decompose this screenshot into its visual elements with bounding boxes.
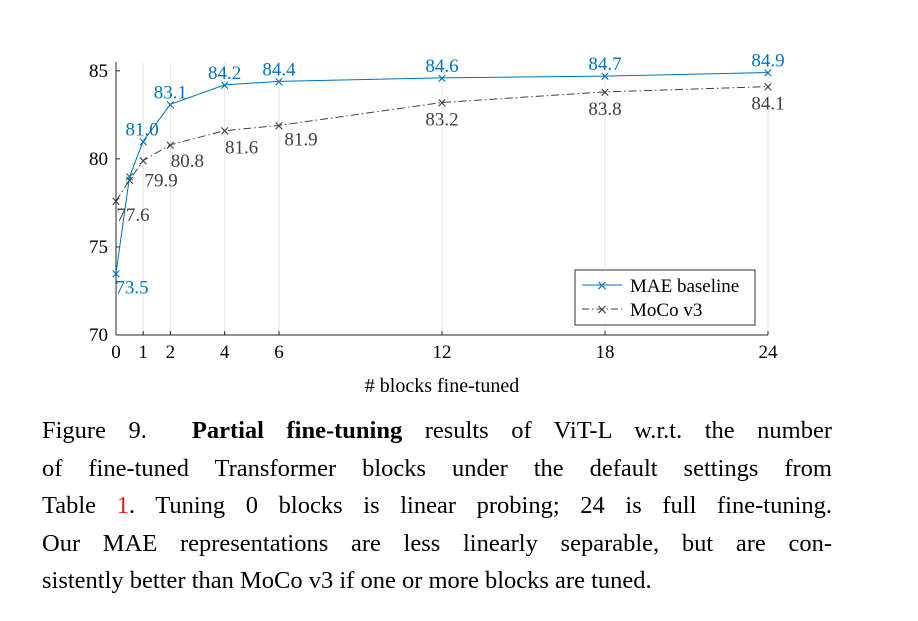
moco-point-marker: × — [165, 138, 176, 153]
fine-tuning-chart: ××××× × × × ×××××× ××× × 73.581.083.184.2 84.4 8… — [89, 51, 785, 397]
mae-point-marker: × — [437, 71, 448, 86]
mae-point-marker: × — [111, 267, 122, 282]
caption-bold: Partial fine-tuning — [191, 417, 403, 444]
x-tick-label: 6 — [274, 342, 284, 363]
axes — [115, 62, 769, 336]
y-tick-label: 80 — [89, 149, 108, 170]
moco-data-label: 83.2 — [425, 110, 458, 131]
y-tick-label: 85 — [89, 61, 108, 82]
y-tick-label: 75 — [89, 237, 108, 258]
moco-point-marker: × — [111, 195, 122, 210]
caption-line-2: of fine-tuned Transformer blocks under t… — [42, 454, 832, 482]
mae-data-label: 84.9 — [751, 51, 784, 72]
moco-data-label: 81.6 — [225, 138, 258, 159]
x-axis-label: # blocks fine-tuned — [365, 375, 519, 397]
moco-point-marker: × — [274, 119, 285, 134]
y-tick-label: 70 — [89, 325, 108, 346]
x-tick-label: 2 — [166, 342, 176, 363]
caption-line-3: Table 1. Tuning 0 blocks is linear probi… — [42, 487, 832, 525]
x-tick-label: 18 — [596, 342, 615, 363]
mae-line — [115, 72, 769, 274]
x-tick-label: 1 — [138, 342, 148, 363]
moco-point-marker: × — [763, 80, 774, 95]
data-labels: 73.5 81.0 83.1 84.2 84.4 84.6 84.7 84.9 77.6 79.9… — [115, 51, 784, 299]
moco-data-label: 84.1 — [751, 94, 784, 115]
mae-data-label: 84.6 — [425, 56, 458, 77]
caption-prefix: Figure 9. — [42, 417, 147, 444]
caption-line-3-a: Table — [42, 492, 97, 519]
legend-moco-label: MoCo v3 — [630, 300, 702, 321]
x-tick-label: 12 — [433, 342, 452, 363]
legend-moco-marker: × — [596, 302, 608, 318]
mae-data-label: 84.7 — [588, 54, 621, 75]
moco-line — [115, 86, 769, 202]
moco-data-label: 81.9 — [284, 129, 317, 150]
mae-data-label: 83.1 — [154, 82, 187, 103]
mae-data-label: 81.0 — [126, 119, 159, 140]
legend: × MAE baseline × MoCo v3 — [574, 269, 756, 326]
mae-point-marker: × — [165, 98, 176, 113]
moco-data-label: 79.9 — [145, 171, 178, 192]
mae-point-marker: × — [138, 135, 149, 150]
mae-point-marker: × — [124, 170, 135, 185]
figure-caption: Figure 9. Partial fine-tuning results of… — [42, 412, 832, 600]
legend-mae-marker: × — [596, 278, 608, 294]
x-tick-label: 24 — [759, 342, 779, 363]
caption-line-4: Our MAE representations are less linearl… — [42, 529, 832, 557]
mae-data-label: 84.4 — [262, 59, 296, 80]
x-tick-label: 4 — [220, 342, 230, 363]
mae-point-marker: × — [763, 66, 774, 81]
table-reference-link[interactable]: 1 — [116, 492, 129, 519]
legend-mae-label: MAE baseline — [630, 276, 739, 297]
x-tick-label: 0 — [111, 342, 121, 363]
moco-data-label: 83.8 — [588, 99, 621, 120]
grid-lines — [142, 62, 769, 335]
mae-point-marker: × — [274, 75, 285, 90]
moco-point-marker: × — [600, 85, 611, 100]
moco-data-label: 80.8 — [171, 151, 204, 172]
mae-data-label: 84.2 — [208, 63, 241, 84]
moco-point-marker: × — [219, 124, 230, 139]
caption-line-5: sistently better than MoCo v3 if one or … — [42, 567, 652, 594]
moco-data-label: 77.6 — [116, 205, 149, 226]
mae-point-marker: × — [600, 70, 611, 85]
moco-point-marker: × — [124, 174, 135, 189]
caption-line-3-b: . Tuning 0 blocks is linear probing; 24 … — [128, 492, 833, 519]
series-layer: ××××× × × × ×××××× ××× × — [111, 66, 774, 282]
mae-data-label: 73.5 — [115, 277, 148, 298]
caption-line-1: Figure 9. Partial fine-tuning results of… — [42, 412, 832, 450]
caption-line-1-rest: results of ViT-L w.r.t. the number — [424, 417, 833, 444]
legend-box — [574, 269, 756, 326]
moco-point-marker: × — [138, 154, 149, 169]
mae-point-marker: × — [219, 78, 230, 93]
moco-point-marker: × — [437, 96, 448, 111]
